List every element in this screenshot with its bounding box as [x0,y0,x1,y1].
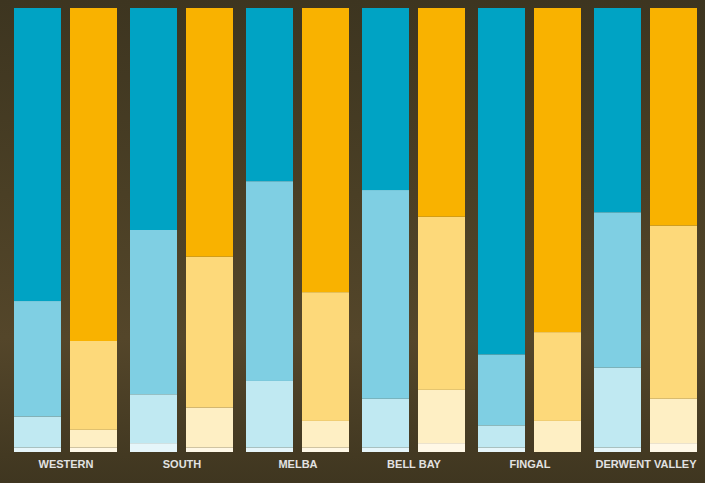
svg-text:MELBA: MELBA [278,458,317,470]
svg-text:BELL BAY: BELL BAY [387,458,441,470]
svg-text:WESTERN: WESTERN [39,458,94,470]
svg-text:DERWENT VALLEY: DERWENT VALLEY [595,458,697,470]
svg-text:SOUTH: SOUTH [163,458,202,470]
svg-text:FINGAL: FINGAL [510,458,551,470]
